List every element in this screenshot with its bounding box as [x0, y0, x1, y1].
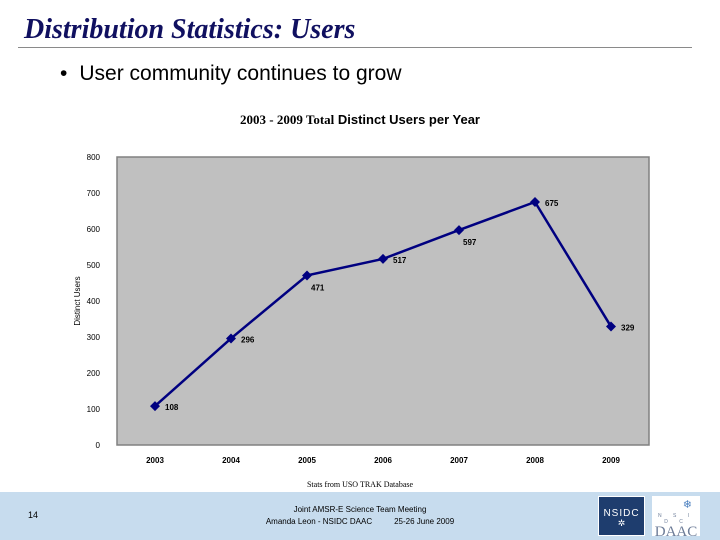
y-tick-label: 300 — [87, 333, 101, 342]
plot-area — [116, 156, 650, 446]
nsidc-daac-logo: ❄ N S I D C DAAC — [652, 496, 700, 540]
nsidc-logo-text: NSIDC — [603, 508, 640, 519]
x-tick-label: 2009 — [602, 456, 620, 465]
data-point-marker — [530, 197, 540, 207]
data-label: 675 — [545, 199, 559, 208]
data-point-marker — [226, 333, 236, 344]
y-tick-label: 800 — [87, 153, 101, 162]
nsidc-logo: NSIDC ✲ — [598, 496, 645, 536]
y-tick-label: 200 — [87, 369, 101, 378]
chart-title-part2: Distinct Users per Year — [334, 112, 480, 127]
y-tick-label: 700 — [87, 189, 101, 198]
chart-title-part1: 2003 - 2009 Total — [240, 112, 335, 127]
x-tick-label: 2006 — [374, 456, 392, 465]
presenter: Amanda Leon - NSIDC DAAC — [265, 517, 373, 526]
x-tick-label: 2004 — [222, 456, 240, 465]
bullet-icon: • — [60, 62, 68, 85]
y-tick-label: 100 — [87, 405, 101, 414]
footer-bar: 14 Joint AMSR-E Science Team Meeting Ama… — [0, 492, 720, 540]
daac-logo-text: DAAC — [654, 524, 698, 540]
daac-logo-small-text: N S I D C — [657, 513, 695, 525]
snowflake-icon: ❄ — [682, 499, 692, 511]
x-tick-label: 2005 — [298, 456, 316, 465]
line-chart: 0 100 200 300 400 500 600 700 800 2003 2004 2005 20… — [73, 153, 650, 465]
chart-title: 2003 - 2009 Total Distinct Users per Yea… — [0, 112, 720, 128]
data-point-marker — [454, 225, 464, 236]
title-divider — [18, 47, 692, 48]
bullet-text: User community continues to grow — [79, 62, 402, 85]
y-tick-label: 0 — [96, 441, 101, 450]
source-note: Stats from USO TRAK Database — [306, 480, 414, 489]
meeting-name: Joint AMSR-E Science Team Meeting — [293, 505, 427, 514]
page-number: 14 — [28, 510, 39, 520]
data-point-marker — [378, 253, 388, 264]
data-point-marker — [150, 401, 160, 412]
slide-title: Distribution Statistics: Users — [24, 14, 356, 45]
x-tick-label: 2003 — [146, 456, 164, 465]
data-label: 517 — [393, 256, 407, 265]
data-label: 597 — [463, 238, 477, 247]
footer-info: Joint AMSR-E Science Team Meeting Amanda… — [230, 504, 490, 528]
bullet-point: • User community continues to grow — [60, 62, 402, 86]
data-label: 108 — [165, 403, 179, 412]
data-point-marker — [606, 321, 616, 332]
y-axis-label: Distinct Users — [73, 276, 82, 325]
meeting-date: 25-26 June 2009 — [394, 517, 455, 526]
data-point-marker — [302, 270, 312, 281]
data-label: 471 — [311, 283, 325, 292]
x-tick-label: 2008 — [526, 456, 544, 465]
y-tick-label: 400 — [87, 297, 101, 306]
data-label: 296 — [241, 335, 255, 344]
y-tick-label: 500 — [87, 261, 101, 270]
y-tick-label: 600 — [87, 225, 101, 234]
x-tick-label: 2007 — [450, 456, 468, 465]
data-label: 329 — [621, 324, 635, 333]
snowflake-icon: ✲ — [617, 518, 626, 528]
